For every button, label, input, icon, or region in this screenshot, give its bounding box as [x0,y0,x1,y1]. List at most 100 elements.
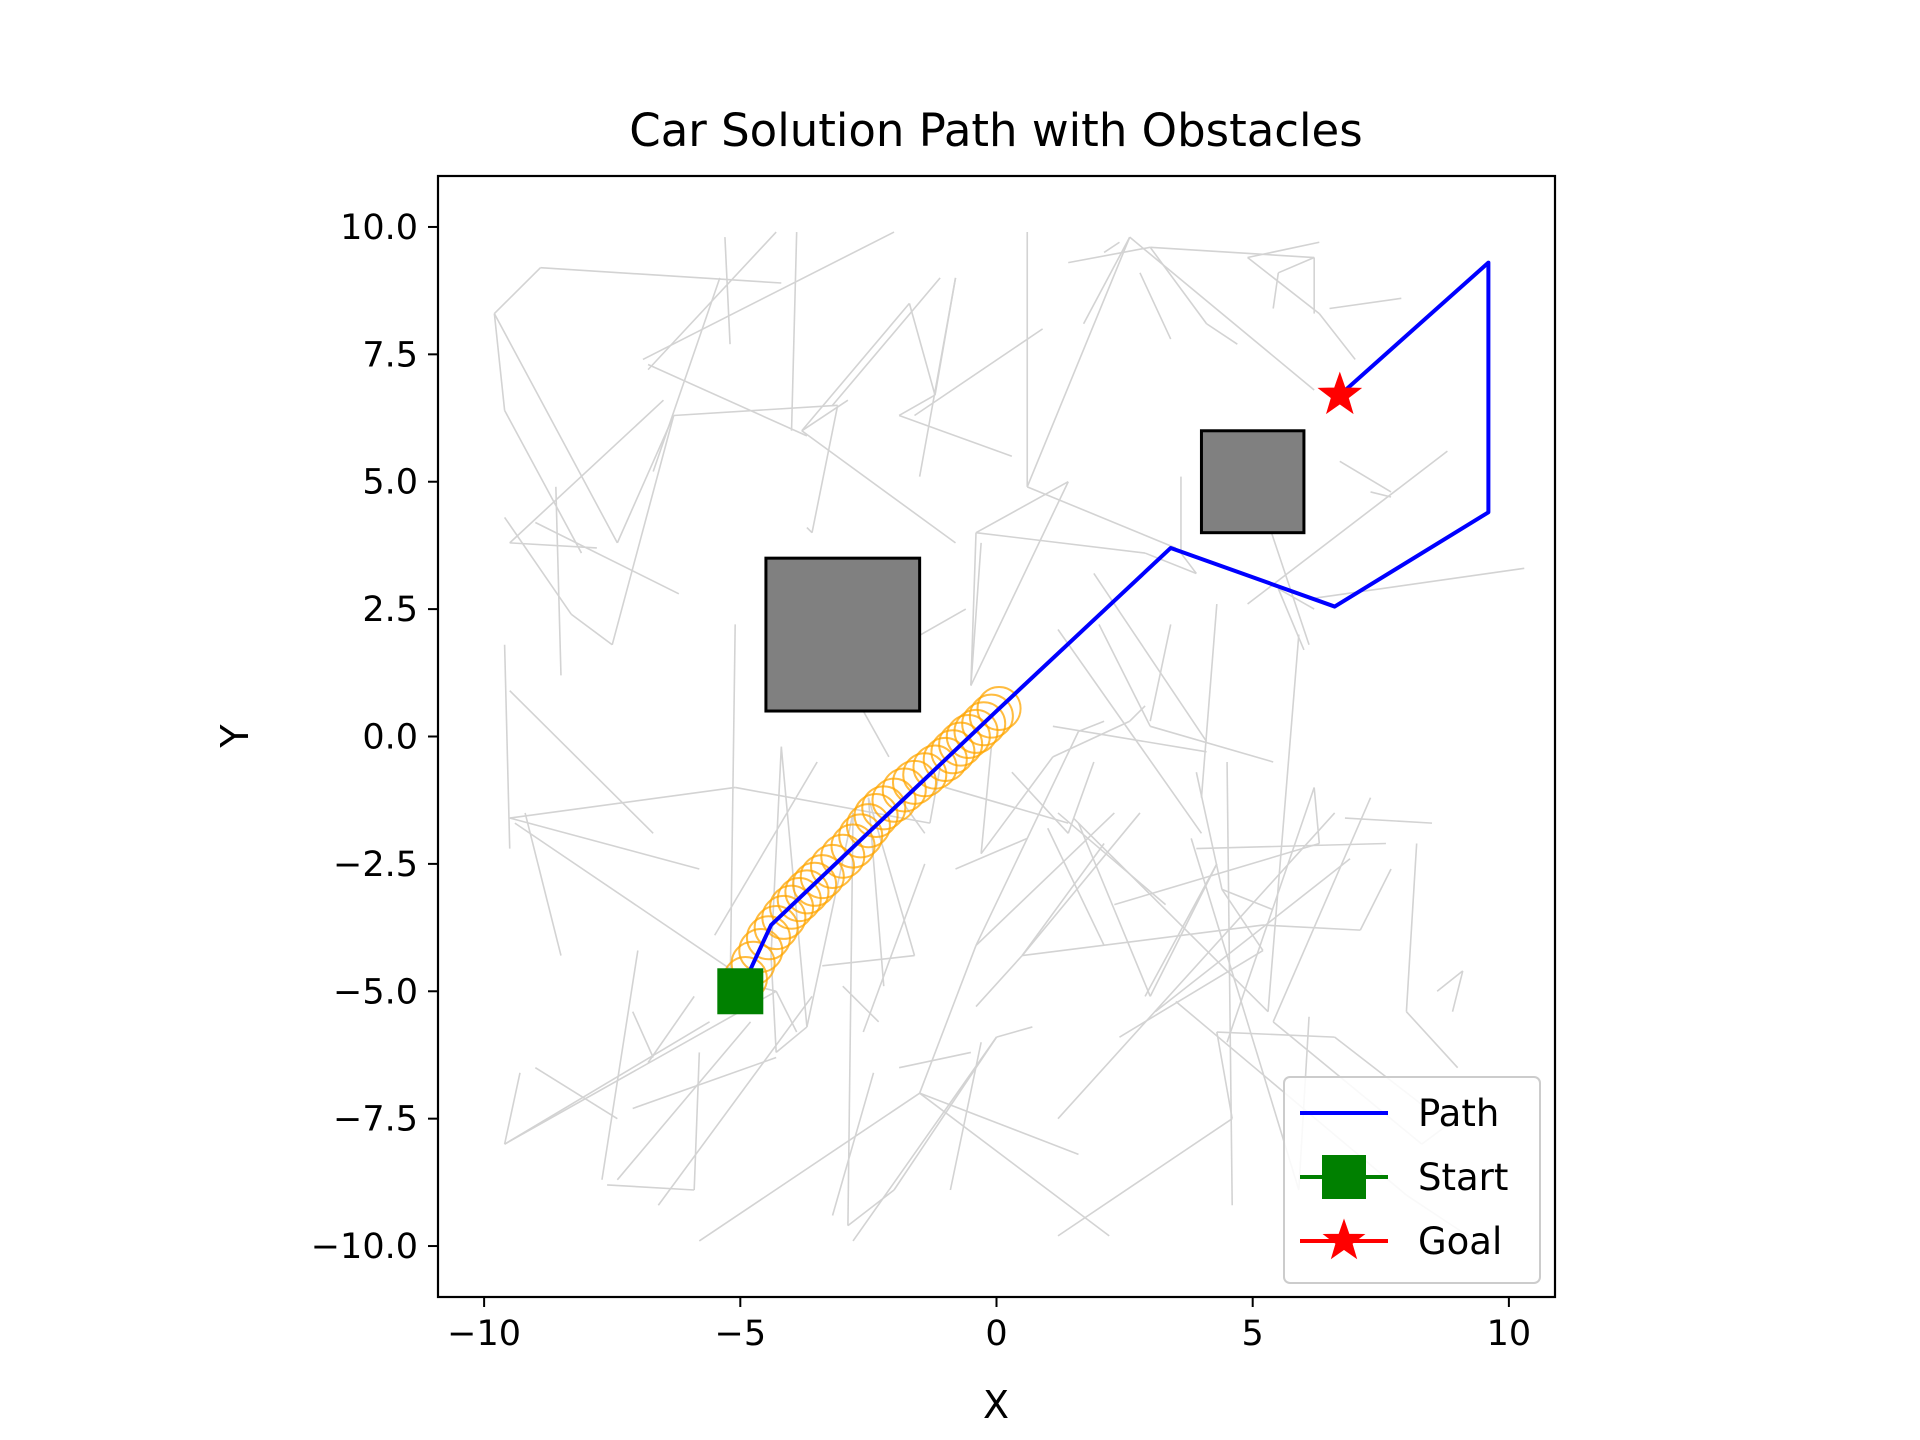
tree-edge [729,624,736,997]
car-footprint-point [938,721,984,767]
tree-edge [1277,588,1305,651]
tree-edge [503,516,572,615]
chart-title: Car Solution Path with Obstacles [629,104,1362,157]
tree-edge [898,394,936,417]
tree-edge [1216,1031,1233,1119]
tree-edge [524,812,562,956]
car-footprint-point [976,685,1022,731]
tree-edge [1047,827,1105,946]
tree-edge [1226,761,1233,1206]
tree-edge [1026,236,1131,488]
car-footprints [722,685,1022,1002]
tree-edge [1077,822,1151,997]
tree-edge [1072,817,1269,1013]
tree-edge [1267,634,1300,1012]
tree-edge [631,1011,654,1058]
tree-edge [1144,552,1197,575]
tree-edge [862,710,890,758]
tree-edge [801,430,956,544]
tree-edge [693,1052,701,1191]
tree-edge [949,1042,982,1191]
tree-edge [1329,297,1402,310]
legend-label: Start [1418,1156,1508,1199]
tree-edge [1313,787,1321,844]
y-axis-label: Y [213,724,257,749]
car-footprint-point [961,701,1007,747]
tree-edge [996,1026,1033,1038]
tree-edge [1216,1031,1335,1038]
tree-edge [1277,256,1315,274]
tree-edge [1221,888,1264,951]
x-tick-label: 0 [985,1314,1007,1354]
tree-edge [955,837,1028,870]
tree-edge [1114,842,1320,906]
tree-edge [632,1056,777,1110]
tree-edge [1026,486,1177,549]
car-footprint-point [968,693,1014,739]
y-tick-label: 2.5 [362,590,418,630]
tree-edge [570,613,613,646]
x-axis-label: X [983,1383,1009,1427]
tree-edge [652,277,721,472]
y-tick-label: 0.0 [362,718,418,758]
tree-edge [509,817,700,870]
tree-edge [822,954,915,967]
tree-edge [918,945,977,1094]
tree-edge [555,486,562,676]
tree-edge [1052,720,1131,758]
tree-edge [975,531,1146,554]
tree-edge [831,1072,875,1216]
tree-edge [919,1092,1110,1237]
y-tick-label: 5.0 [362,463,418,503]
tree-edge [852,1036,998,1242]
tree-edge [509,690,654,834]
tree-edge [918,277,957,477]
legend-label: Goal [1418,1220,1502,1263]
car-footprint-point [761,894,807,940]
y-axis-ticks: 10.0 7.5 5.0 2.5 0.0 −2.5 −5.0 −7.5 −10.0 [311,208,438,1267]
tree-edge [647,995,695,1064]
tree-edge [1339,460,1392,493]
tree-edge [1247,241,1320,259]
tree-edge [1052,725,1207,753]
x-tick-label: −5 [715,1314,767,1354]
y-tick-label: 10.0 [340,208,418,248]
tree-edge [1022,924,1264,957]
tree-edge [975,481,1069,534]
tree-edge [713,761,818,936]
tree-edge [1247,256,1320,315]
legend-square-marker [1322,1155,1366,1199]
car-footprint-point [945,713,991,760]
tree-edge [1068,246,1151,264]
car-footprint-point [792,861,838,907]
tree-edge [724,237,731,345]
tree-edge [806,527,813,534]
markers [717,371,1363,1015]
tree-edge [1139,272,1172,340]
car-footprint-point [953,708,999,754]
tree-edge [811,405,839,533]
tree-edge [898,797,926,834]
tree-edge [945,786,1069,824]
tree-edge [801,302,911,432]
tree-edge [616,415,675,544]
tree-edge [493,313,619,544]
tree-edge [534,1067,618,1120]
tree-edge [970,532,977,686]
tree-edge [1195,771,1223,890]
tree-edge [540,266,782,284]
car-footprint-point [784,869,830,915]
tree-edge [611,415,675,645]
tree-edge [1272,797,1372,1023]
tree-edge [1405,1011,1459,1069]
y-tick-label: −2.5 [333,845,418,885]
tree-edge [1190,838,1300,1191]
tree-edge [657,995,813,1206]
tree-edge [1150,246,1315,259]
tree-edge [504,990,777,1145]
tree-edge [1103,241,1120,254]
x-axis-ticks: −10 −5 0 5 10 [447,1297,1531,1354]
tree-edge [1098,624,1151,727]
